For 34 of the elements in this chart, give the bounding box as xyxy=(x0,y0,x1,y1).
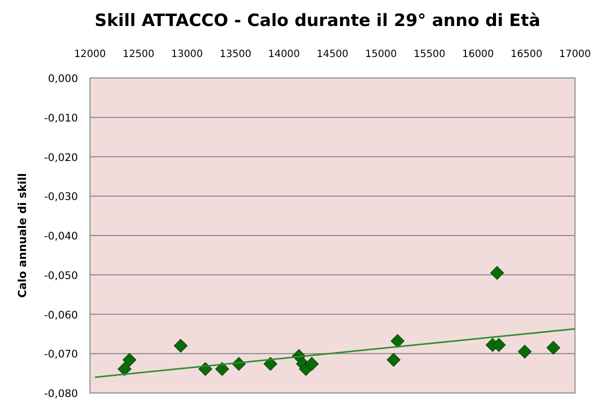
point xyxy=(390,334,404,348)
y-tick-label: -0,040 xyxy=(44,230,78,242)
y-tick-label: 0,000 xyxy=(48,73,78,85)
point xyxy=(122,353,136,367)
y-tick-label: -0,070 xyxy=(44,348,78,361)
x-tick-label: 12500 xyxy=(122,49,154,60)
y-tick-label: -0,030 xyxy=(44,191,78,204)
point xyxy=(492,338,506,352)
y-tick-label: -0,080 xyxy=(44,388,78,400)
point xyxy=(264,356,278,371)
point xyxy=(386,353,400,367)
y-tick-label: -0,020 xyxy=(44,152,78,164)
point xyxy=(304,356,319,371)
x-tick-label: 16000 xyxy=(462,49,494,60)
point xyxy=(490,266,504,280)
x-tick-label: 17000 xyxy=(559,49,591,60)
x-tick-label: 13500 xyxy=(220,49,252,60)
point xyxy=(546,340,560,355)
x-tick-label: 12000 xyxy=(74,49,106,60)
point xyxy=(215,362,229,376)
x-tick-label: 15000 xyxy=(365,49,397,60)
y-tick-label: -0,010 xyxy=(44,112,78,124)
point xyxy=(174,338,188,353)
x-tick-label: 16500 xyxy=(510,49,542,60)
point xyxy=(518,344,532,359)
chart-title: Skill ATTACCO - Calo durante il 29° anno di Età xyxy=(94,11,540,31)
point xyxy=(118,362,132,376)
x-tick-label: 15500 xyxy=(414,49,446,60)
x-tick-label: 14000 xyxy=(268,49,300,60)
x-tick-label: 13000 xyxy=(171,49,203,60)
x-tick-label: 14500 xyxy=(316,49,348,60)
y-tick-label: -0,050 xyxy=(44,270,78,282)
y-tick-label: -0,060 xyxy=(44,309,78,322)
y-axis-title: Calo annuale di skill xyxy=(16,173,29,298)
